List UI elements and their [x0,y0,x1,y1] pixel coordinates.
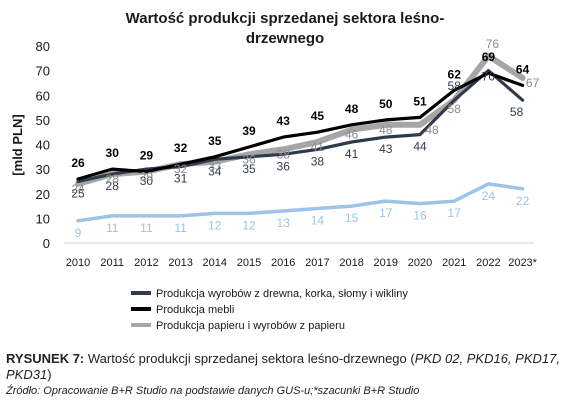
y-tick-label: 70 [36,64,50,79]
caption-codes: PKD 02, PKD16, PKD17, PKD31 [6,351,560,382]
data-label: 24 [71,182,85,196]
data-label: 48 [425,123,439,137]
data-label: 31 [174,172,188,186]
data-label: 13 [277,216,291,230]
data-label: 44 [413,140,427,154]
data-label: 28 [106,179,120,193]
x-tick-label: 2013 [168,257,192,269]
legend-label-1: Produkcja wyrobów z drewna, korka, słomy… [156,288,408,300]
x-tick-label: 2022 [476,257,500,269]
data-label: 30 [140,174,154,188]
data-label: 51 [413,94,427,108]
data-label: 64 [516,62,530,76]
figure-caption: RYSUNEK 7: Wartość produkcji sprzedanej … [6,351,564,383]
series-line-1 [76,68,525,183]
data-label: 29 [140,170,154,184]
data-label: 11 [106,221,119,235]
data-label: 34 [208,164,222,178]
x-tick-label: 2012 [134,257,158,269]
data-label: 67 [526,76,540,90]
y-tick-label: 40 [36,138,50,153]
data-label: 32 [174,141,188,155]
data-label: 58 [448,79,462,93]
data-label: 48 [345,102,359,116]
x-tick-label: 2016 [271,257,295,269]
x-tick-label: 2019 [374,257,398,269]
data-label: 43 [379,142,393,156]
chart-title-line-2: drzewnego [246,30,324,47]
data-label: 17 [379,206,393,220]
data-label: 62 [448,67,462,81]
x-tick-label: 2023* [508,257,537,269]
x-tick-label: 2014 [203,257,227,269]
data-label: 43 [277,114,291,128]
data-label: 17 [448,206,462,220]
data-label: 38 [311,154,325,168]
caption-text: Wartość produkcji sprzedanej sektora leś… [84,351,415,366]
data-label: 25 [71,186,85,200]
legend-label-2: Produkcja mebli [156,304,234,316]
data-label: 50 [379,97,393,111]
y-tick-label: 60 [36,88,50,103]
source-note: Źródło: Opracowanie B+R Studio na podsta… [6,385,420,397]
data-label: 41 [345,147,359,161]
y-tick-label: 80 [36,39,50,54]
x-tick-label: 2021 [442,257,466,269]
data-label: 9 [75,226,82,240]
y-axis-label: [mld PLN] [10,114,25,175]
chart-title-line-1: Wartość produkcji sprzedanej sektora leś… [126,10,445,27]
series-line-2 [76,71,525,181]
data-label: 41 [311,140,325,154]
data-label: 30 [106,146,120,160]
y-tick-label: 20 [36,187,50,202]
data-label: 36 [242,152,256,166]
data-label: 38 [277,147,291,161]
data-label: 12 [242,218,256,232]
y-tick-label: 0 [43,236,50,251]
data-label: 35 [208,134,222,148]
data-label: 70 [482,70,496,84]
data-label: 29 [140,149,154,163]
data-label: 28 [106,172,120,186]
data-label: 39 [242,124,256,138]
data-label: 48 [379,123,393,137]
data-label: 32 [174,162,188,176]
chart: Wartość produkcji sprzedanej sektora leś… [10,10,540,332]
data-label: 11 [140,221,153,235]
caption-label: RYSUNEK 7: [6,351,85,366]
y-tick-label: 10 [36,211,50,226]
x-tick-label: 2011 [100,257,124,269]
data-label: 46 [345,128,359,142]
data-label: 58 [510,105,524,119]
data-label: 14 [311,214,325,228]
y-tick-label: 30 [36,162,50,177]
data-label: 15 [345,211,359,225]
caption-close: ) [47,367,52,382]
data-label: 11 [174,221,187,235]
legend-label-3: Produkcja papieru i wyrobów z papieru [156,320,345,332]
data-label: 35 [242,162,256,176]
data-label: 26 [71,156,85,170]
x-tick-label: 2015 [237,257,261,269]
data-label: 16 [413,209,427,223]
data-label: 45 [311,109,325,123]
series-line-4 [76,182,525,223]
x-tick-label: 2018 [339,257,363,269]
data-label: 22 [516,194,530,208]
data-label: 36 [277,159,291,173]
data-label: 33 [208,160,222,174]
data-label: 24 [482,189,496,203]
data-label: 58 [448,102,462,116]
x-tick-label: 2010 [66,257,90,269]
y-tick-label: 50 [36,113,50,128]
data-label: 12 [208,218,222,232]
x-tick-label: 2017 [305,257,329,269]
data-label: 69 [482,50,496,64]
data-label: 76 [486,37,500,51]
x-tick-label: 2020 [408,257,432,269]
